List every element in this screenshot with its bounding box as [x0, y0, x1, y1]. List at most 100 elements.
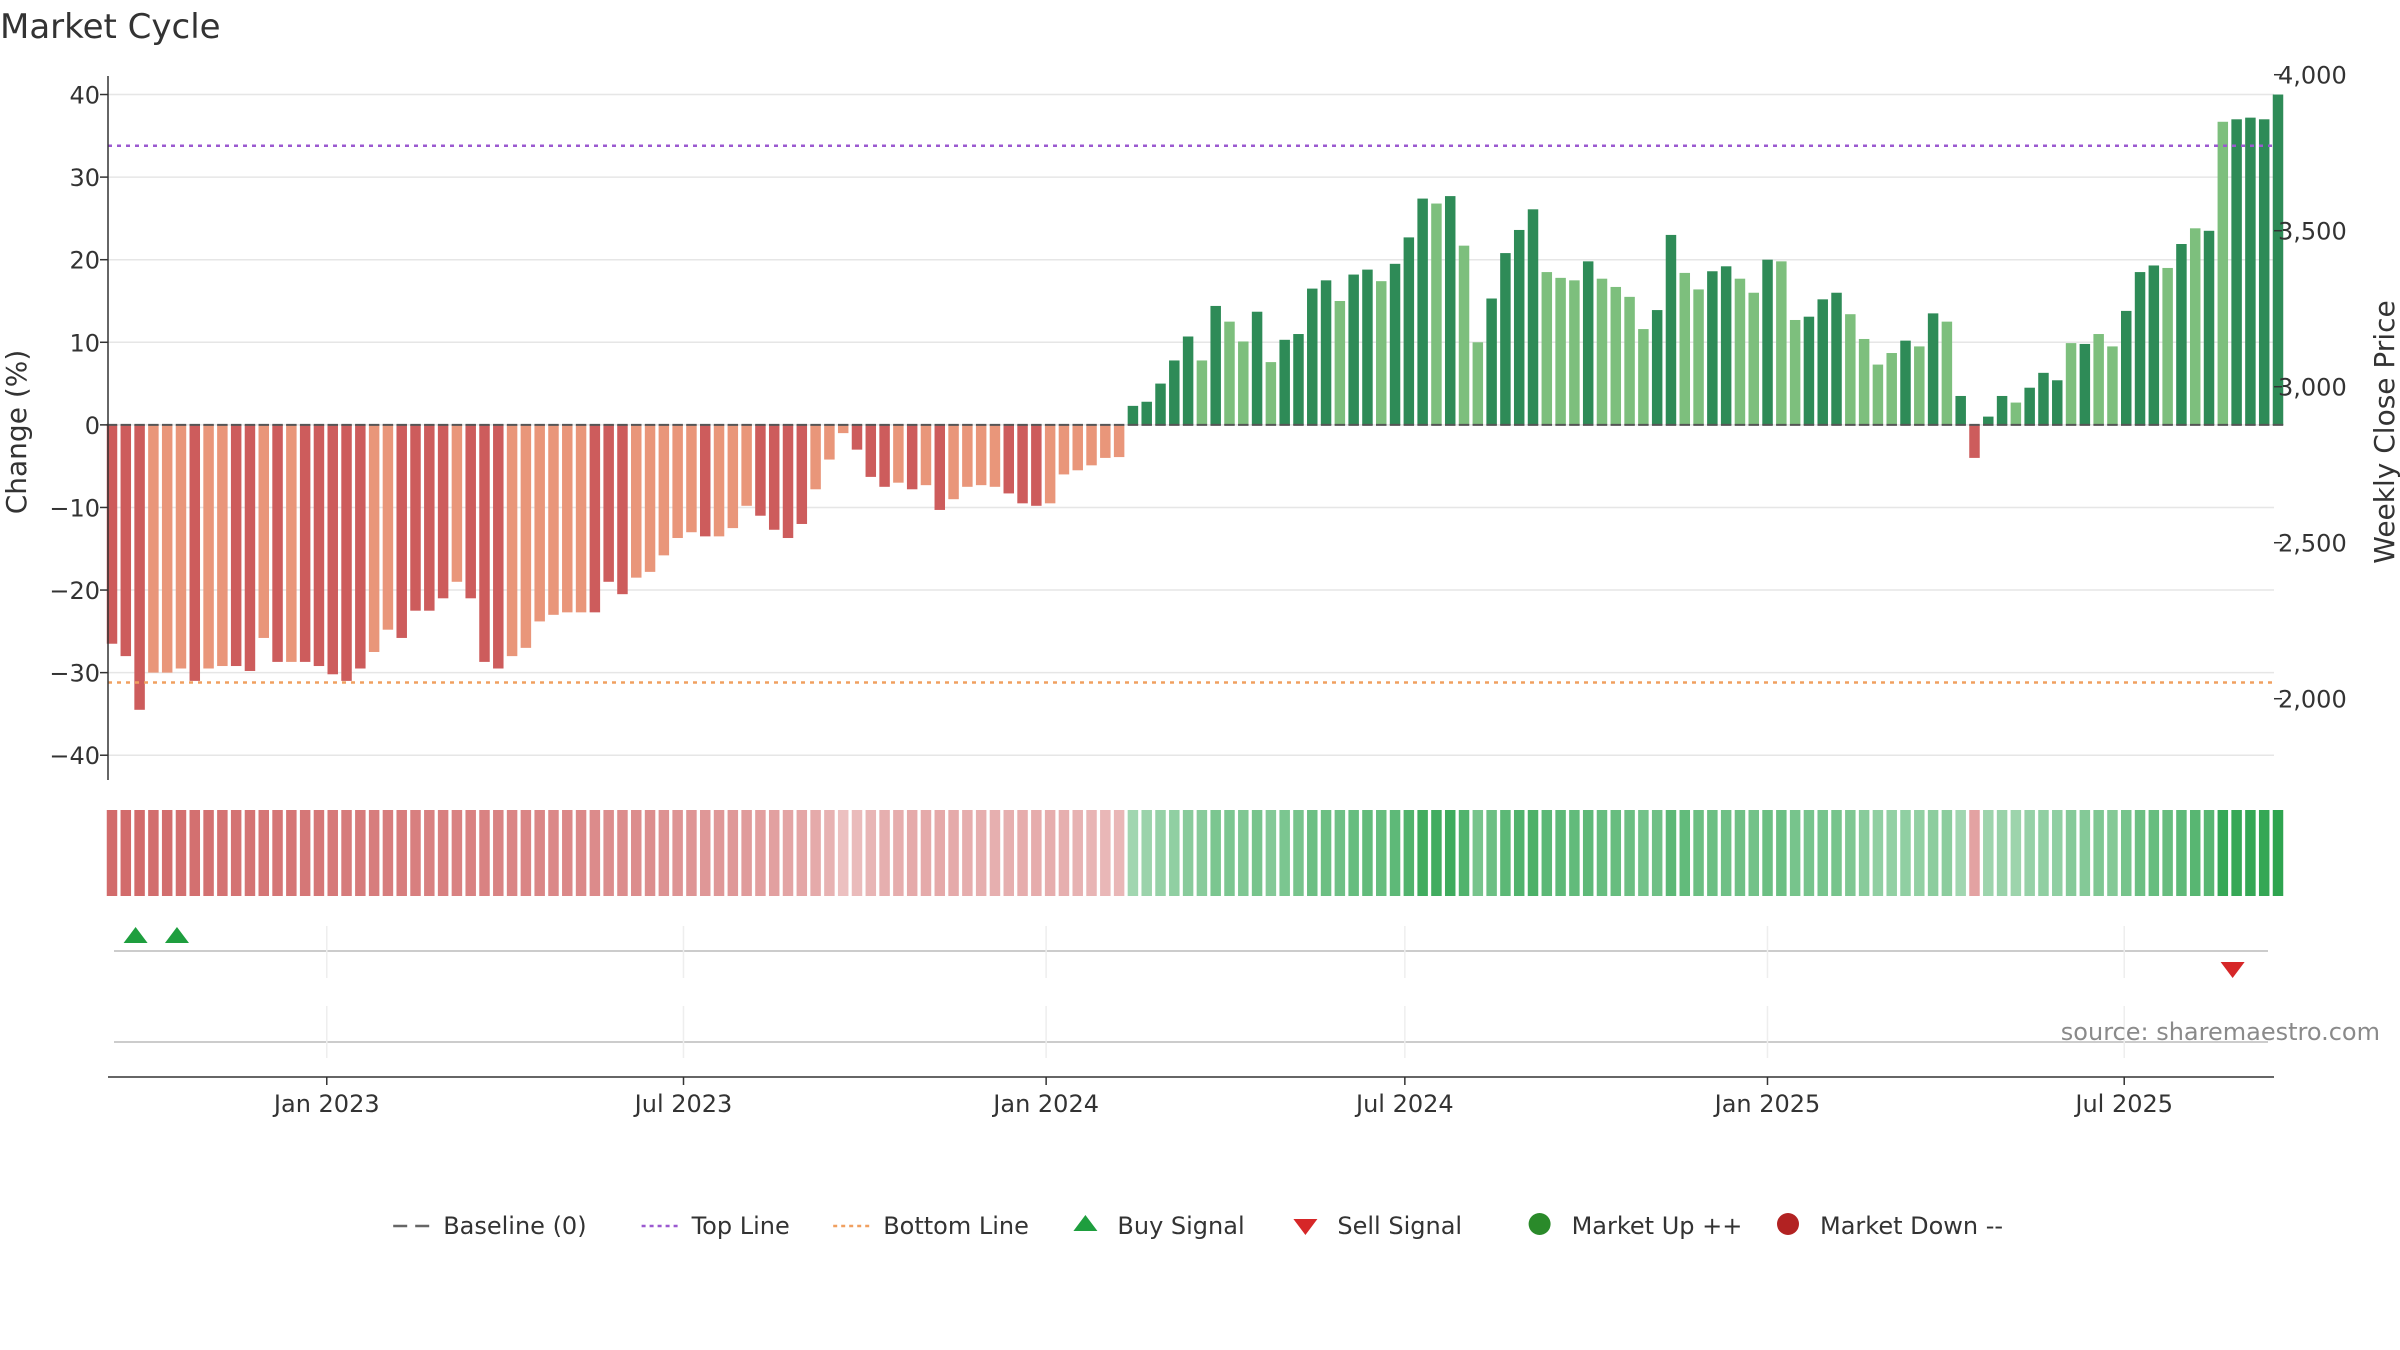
strip-cell [2107, 810, 2118, 896]
bar [424, 424, 435, 611]
y2-tick-label: 4,000 [2278, 62, 2347, 90]
bar [2024, 387, 2035, 425]
bar [1776, 261, 1787, 425]
strip-cell [1679, 810, 1691, 896]
strip-cell [810, 810, 821, 896]
bar [1017, 424, 1028, 504]
bar-series [106, 94, 2284, 710]
strip-cell [1100, 810, 1111, 896]
strip-cell [286, 810, 297, 896]
y-tick-label: 20 [69, 247, 100, 275]
bar [134, 424, 145, 710]
strip-cell [451, 810, 463, 896]
legend-item: Market Down -- [1777, 1212, 2003, 1240]
x-tick-label: Jan 2025 [1713, 1090, 1821, 1118]
strip-cell [1376, 810, 1387, 896]
bar [824, 424, 835, 460]
y-tick-label: 40 [69, 82, 100, 110]
bar [948, 424, 959, 500]
bar [1927, 313, 1939, 425]
strip-cell [2217, 810, 2229, 896]
strip-cell [782, 810, 794, 896]
bar [1403, 237, 1415, 425]
strip-cell [1444, 810, 1456, 896]
strip-cell [1707, 810, 1718, 896]
strip-cell [1624, 810, 1635, 896]
bar [1582, 261, 1594, 425]
strip-cell [1555, 810, 1566, 896]
legend-label: Market Down -- [1820, 1212, 2003, 1240]
bar [272, 424, 283, 662]
y-axis-title: Change (%) [0, 350, 33, 515]
strip-cell [382, 810, 394, 896]
strip-cell [368, 810, 380, 896]
bar [175, 424, 187, 669]
strip-cell [1251, 810, 1263, 896]
legend-label: Top Line [691, 1212, 790, 1240]
strip-cell [906, 810, 918, 896]
bar [520, 424, 532, 648]
strip-cell [1086, 810, 1097, 896]
bar [1072, 424, 1083, 471]
bar [989, 424, 1001, 487]
bar [396, 424, 407, 638]
bar [1734, 278, 1746, 425]
bar [1348, 274, 1359, 425]
bar [562, 424, 573, 613]
strip-cell [2231, 810, 2242, 896]
strip-cell [796, 810, 808, 896]
source-note: source: sharemaestro.com [2061, 1018, 2380, 1046]
strip-cell [1003, 810, 1014, 896]
strip-cell [2120, 810, 2132, 896]
strip-cell [1127, 810, 1139, 896]
strip-cell [989, 810, 1001, 896]
bar [1624, 296, 1635, 425]
bar [244, 424, 256, 671]
strip-cell [631, 810, 642, 896]
strip-cell [1113, 810, 1125, 896]
strip-cell [865, 810, 877, 896]
strip-cell [1196, 810, 1208, 896]
bar [230, 424, 242, 667]
strip-cell [258, 810, 270, 896]
bar [1376, 281, 1387, 425]
legend-swatch-circle [1528, 1213, 1551, 1235]
strip-cell [1955, 810, 1966, 896]
strip-cell [1941, 810, 1953, 896]
legend-item: Buy Signal [1073, 1212, 1245, 1240]
bar [713, 424, 725, 537]
bar [2134, 272, 2146, 425]
strip-cell [1389, 810, 1401, 896]
bar [1679, 272, 1691, 425]
strip-cell [1651, 810, 1663, 896]
bar [258, 424, 270, 638]
strip-cell [727, 810, 739, 896]
y-tick-label: 30 [69, 164, 100, 192]
strip-cell [1348, 810, 1359, 896]
strip-cell [548, 810, 559, 896]
bar [2120, 310, 2132, 425]
y-tick-label: −40 [49, 742, 100, 770]
strip-cell [1541, 810, 1553, 896]
bar [341, 424, 352, 681]
bar [1265, 362, 1277, 425]
strip-cell [396, 810, 407, 896]
strip-cell [948, 810, 959, 896]
strip-cell [1817, 810, 1828, 896]
bar [368, 424, 380, 652]
bar [1486, 298, 1497, 425]
strip-cell [1513, 810, 1525, 896]
strip-cell [341, 810, 352, 896]
bar [437, 424, 449, 599]
bar [1955, 395, 1966, 425]
bar [962, 424, 973, 487]
bar [1762, 259, 1773, 425]
signal-panels [114, 926, 2268, 1058]
strip-cell [768, 810, 780, 896]
strip-cell [1803, 810, 1815, 896]
bar [1748, 292, 1759, 425]
strip-cell [1486, 810, 1497, 896]
bar [506, 424, 518, 657]
y-tick-label: −30 [49, 660, 100, 688]
